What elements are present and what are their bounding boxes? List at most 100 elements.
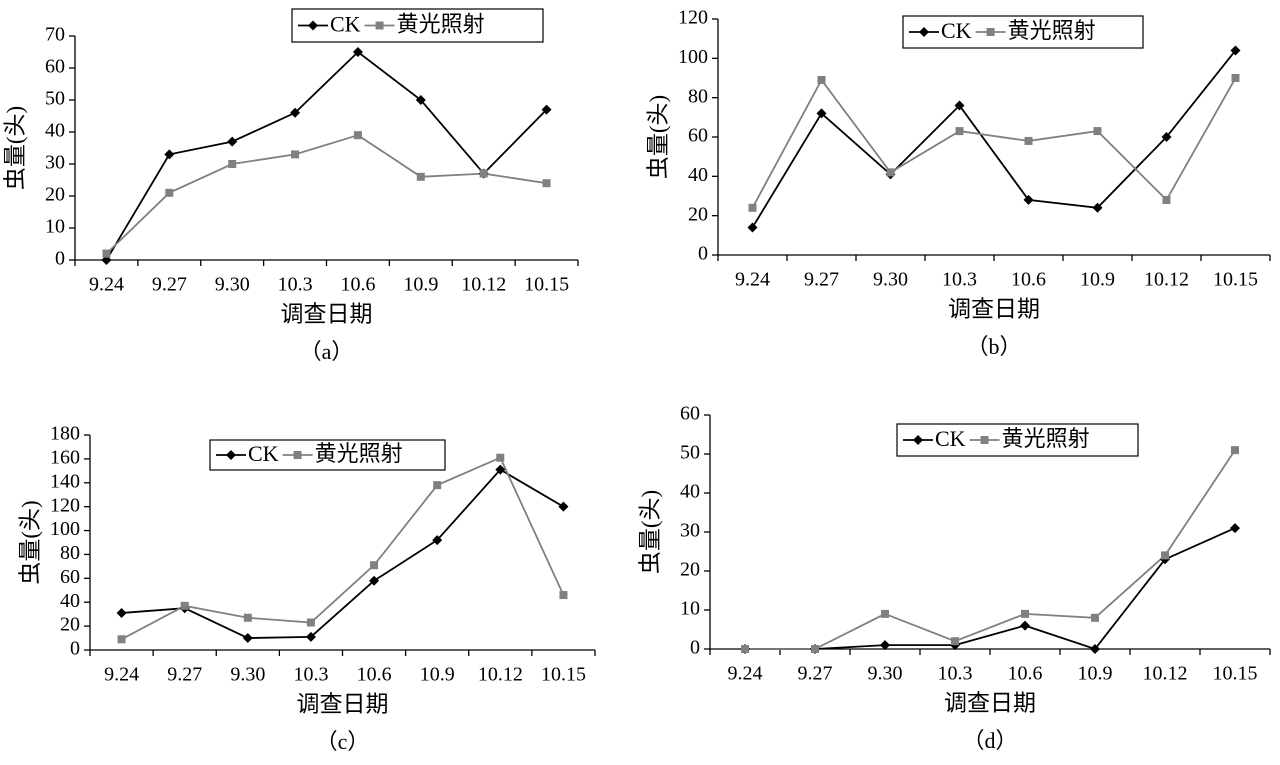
legend-box xyxy=(896,423,1139,457)
x-tick-label: 10.12 xyxy=(1143,663,1188,685)
data-point xyxy=(1023,194,1034,205)
data-point xyxy=(102,249,111,258)
data-point xyxy=(1162,195,1171,204)
x-tick-label: 10.3 xyxy=(942,269,977,291)
y-tick-label: 60 xyxy=(688,125,708,147)
y-axis-label: 虫量(头) xyxy=(2,106,27,190)
data-point xyxy=(951,637,959,646)
y-tick-label: 80 xyxy=(688,85,708,107)
x-tick-label: 10.3 xyxy=(278,274,313,296)
legend-label: CK xyxy=(941,18,972,43)
data-point xyxy=(1231,74,1240,82)
data-point xyxy=(1024,136,1033,145)
x-axis-label: 调查日期 xyxy=(944,690,1036,715)
data-point xyxy=(290,107,301,118)
data-point xyxy=(353,131,362,140)
data-point xyxy=(370,561,379,570)
data-point xyxy=(1093,127,1102,136)
y-tick-label: 70 xyxy=(45,24,65,46)
y-tick-label: 30 xyxy=(680,520,700,542)
legend-label: 黄光照射 xyxy=(1008,18,1096,43)
data-point xyxy=(880,640,890,651)
y-tick-label: 20 xyxy=(688,203,708,225)
x-axis-label: 调查日期 xyxy=(948,296,1040,321)
x-tick-label: 10.3 xyxy=(293,664,328,686)
legend-label: 黄光照射 xyxy=(1002,426,1090,451)
y-tick-label: 0 xyxy=(698,243,708,265)
data-point xyxy=(117,635,126,644)
y-tick-label: 120 xyxy=(678,7,708,29)
x-tick-label: 10.6 xyxy=(357,664,392,686)
x-tick-label: 9.27 xyxy=(152,274,187,296)
y-tick-label: 100 xyxy=(50,518,80,540)
x-tick-label: 9.24 xyxy=(104,664,139,686)
caption: （c） xyxy=(316,729,370,754)
data-point xyxy=(306,618,315,627)
x-tick-label: 9.30 xyxy=(215,274,250,296)
x-tick-label: 9.24 xyxy=(728,663,763,685)
x-tick-label: 9.24 xyxy=(735,269,770,291)
data-point xyxy=(542,179,551,188)
data-point xyxy=(817,75,826,84)
y-tick-label: 60 xyxy=(680,403,700,425)
x-tick-label: 10.6 xyxy=(1008,663,1043,685)
data-point xyxy=(496,453,505,462)
data-point xyxy=(243,613,252,622)
x-tick-label: 10.15 xyxy=(524,274,569,296)
data-point xyxy=(541,104,552,115)
y-tick-label: 60 xyxy=(60,566,80,588)
caption: （a） xyxy=(300,339,354,364)
legend-marker xyxy=(986,28,995,36)
y-tick-label: 40 xyxy=(60,590,80,612)
data-point xyxy=(881,609,889,618)
x-tick-label: 10.6 xyxy=(1011,269,1046,291)
data-point xyxy=(886,168,895,177)
y-tick-label: 80 xyxy=(60,542,80,564)
x-tick-label: 10.3 xyxy=(938,663,973,685)
data-point xyxy=(748,203,757,212)
data-point xyxy=(1020,620,1030,631)
data-point xyxy=(242,633,253,644)
legend-box xyxy=(902,15,1144,49)
series-line xyxy=(751,49,1237,228)
x-tick-label: 9.30 xyxy=(873,269,908,291)
x-tick-label: 10.12 xyxy=(461,274,506,296)
data-point xyxy=(811,645,819,653)
data-point xyxy=(1231,446,1239,455)
data-point xyxy=(305,631,316,642)
data-point xyxy=(1230,45,1241,56)
caption: （b） xyxy=(966,334,1021,359)
data-point xyxy=(741,645,749,653)
legend-marker xyxy=(308,20,318,31)
data-point xyxy=(1230,523,1240,534)
legend-label: CK xyxy=(248,441,279,466)
legend-marker xyxy=(913,435,923,445)
y-tick-label: 20 xyxy=(45,184,65,206)
y-axis-label: 虫量(头) xyxy=(17,500,42,584)
data-point xyxy=(559,591,568,600)
legend-marker xyxy=(293,451,302,459)
data-point xyxy=(164,149,175,160)
y-tick-label: 0 xyxy=(70,638,80,660)
x-tick-label: 10.15 xyxy=(541,664,586,686)
data-point xyxy=(433,481,442,490)
x-tick-label: 9.30 xyxy=(230,664,265,686)
data-point xyxy=(227,136,238,147)
data-point xyxy=(1092,202,1103,213)
y-tick-label: 10 xyxy=(680,598,700,620)
x-tick-label: 10.12 xyxy=(478,664,523,686)
y-tick-label: 0 xyxy=(55,248,65,270)
x-tick-label: 10.6 xyxy=(340,274,375,296)
legend-marker xyxy=(226,450,236,460)
x-tick-label: 10.9 xyxy=(1078,663,1113,685)
series-line xyxy=(105,50,548,261)
x-tick-label: 9.30 xyxy=(868,663,903,685)
y-tick-label: 120 xyxy=(50,494,80,516)
data-point xyxy=(432,535,443,546)
data-point xyxy=(415,95,426,105)
series-line xyxy=(745,527,1236,651)
caption: （d） xyxy=(962,728,1017,753)
y-tick-label: 180 xyxy=(50,423,80,445)
